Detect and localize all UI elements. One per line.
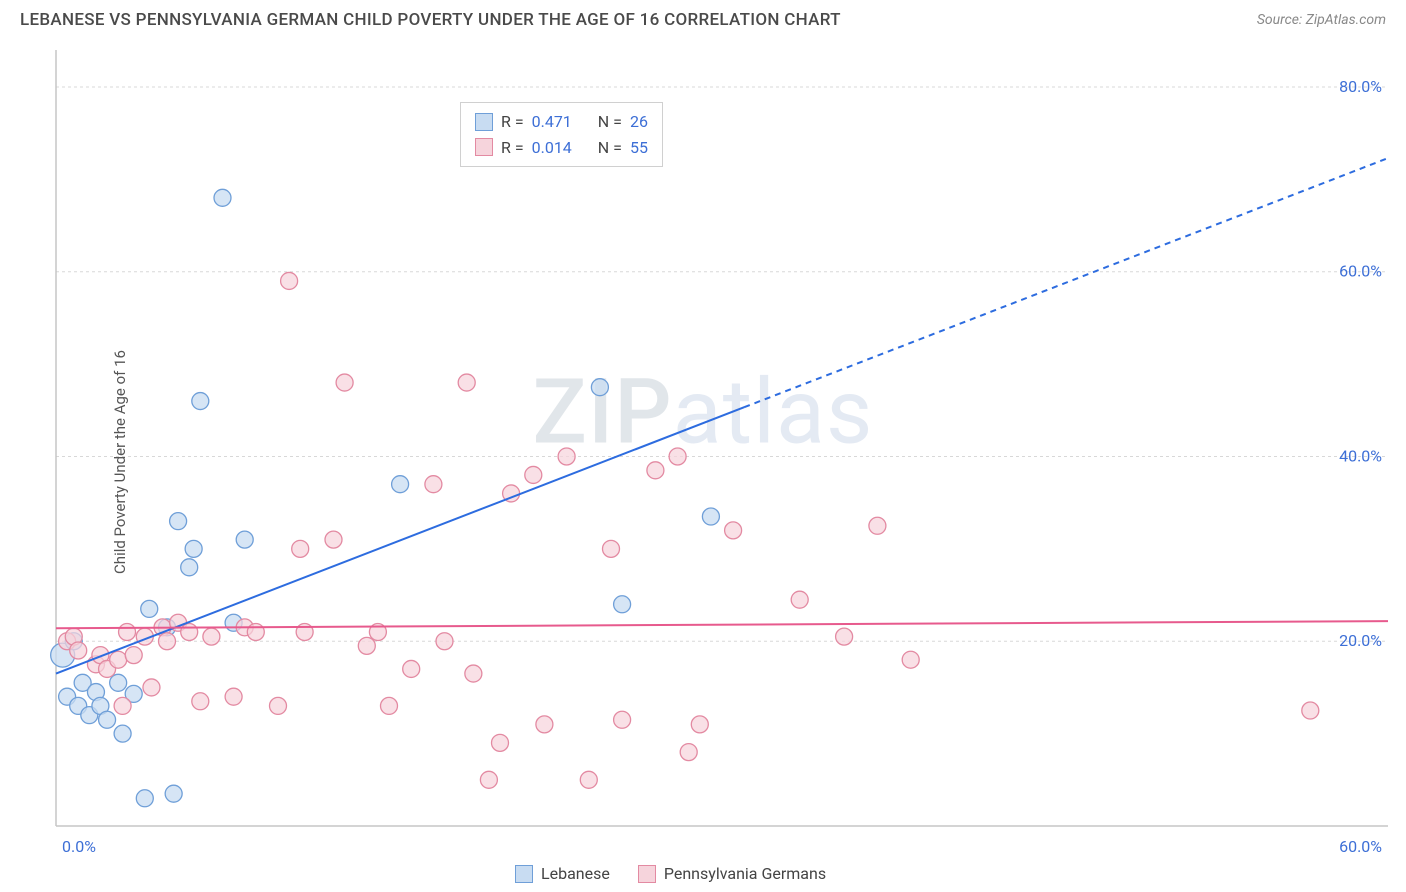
stat-r-value: 0.471 [532, 109, 572, 135]
stat-n-label: N = [598, 135, 622, 161]
svg-text:20.0%: 20.0% [1339, 631, 1382, 650]
stats-legend-box: R = 0.471 N = 26 R = 0.014 N = 55 [460, 102, 663, 167]
chart-area: Child Poverty Under the Age of 16 ZIPatl… [0, 42, 1406, 882]
series-swatch [475, 138, 493, 156]
legend-swatch [515, 865, 533, 883]
svg-text:0.0%: 0.0% [62, 837, 96, 856]
stat-n-label: N = [598, 109, 622, 135]
svg-text:60.0%: 60.0% [1339, 262, 1382, 281]
chart-title: LEBANESE VS PENNSYLVANIA GERMAN CHILD PO… [20, 10, 841, 30]
legend-swatch [638, 865, 656, 883]
legend-item: Pennsylvania Germans [638, 864, 826, 883]
stat-n-value: 55 [630, 135, 648, 161]
chart-source: Source: ZipAtlas.com [1257, 12, 1386, 28]
svg-text:40.0%: 40.0% [1339, 446, 1382, 465]
legend-item: Lebanese [515, 864, 610, 883]
stat-r-value: 0.014 [532, 135, 572, 161]
svg-text:80.0%: 80.0% [1339, 77, 1382, 96]
series-legend: Lebanese Pennsylvania Germans [515, 864, 826, 883]
legend-label: Pennsylvania Germans [664, 864, 826, 883]
stat-r-label: R = [501, 109, 524, 135]
series-swatch [475, 113, 493, 131]
stats-row: R = 0.014 N = 55 [475, 135, 648, 161]
scatter-plot-svg: 20.0% 40.0% 60.0% 80.0% 0.0% 60.0% [0, 42, 1406, 882]
stat-n-value: 26 [630, 109, 648, 135]
chart-header: LEBANESE VS PENNSYLVANIA GERMAN CHILD PO… [0, 0, 1406, 42]
stats-row: R = 0.471 N = 26 [475, 109, 648, 135]
svg-text:60.0%: 60.0% [1339, 837, 1382, 856]
stat-r-label: R = [501, 135, 524, 161]
legend-label: Lebanese [541, 864, 610, 883]
